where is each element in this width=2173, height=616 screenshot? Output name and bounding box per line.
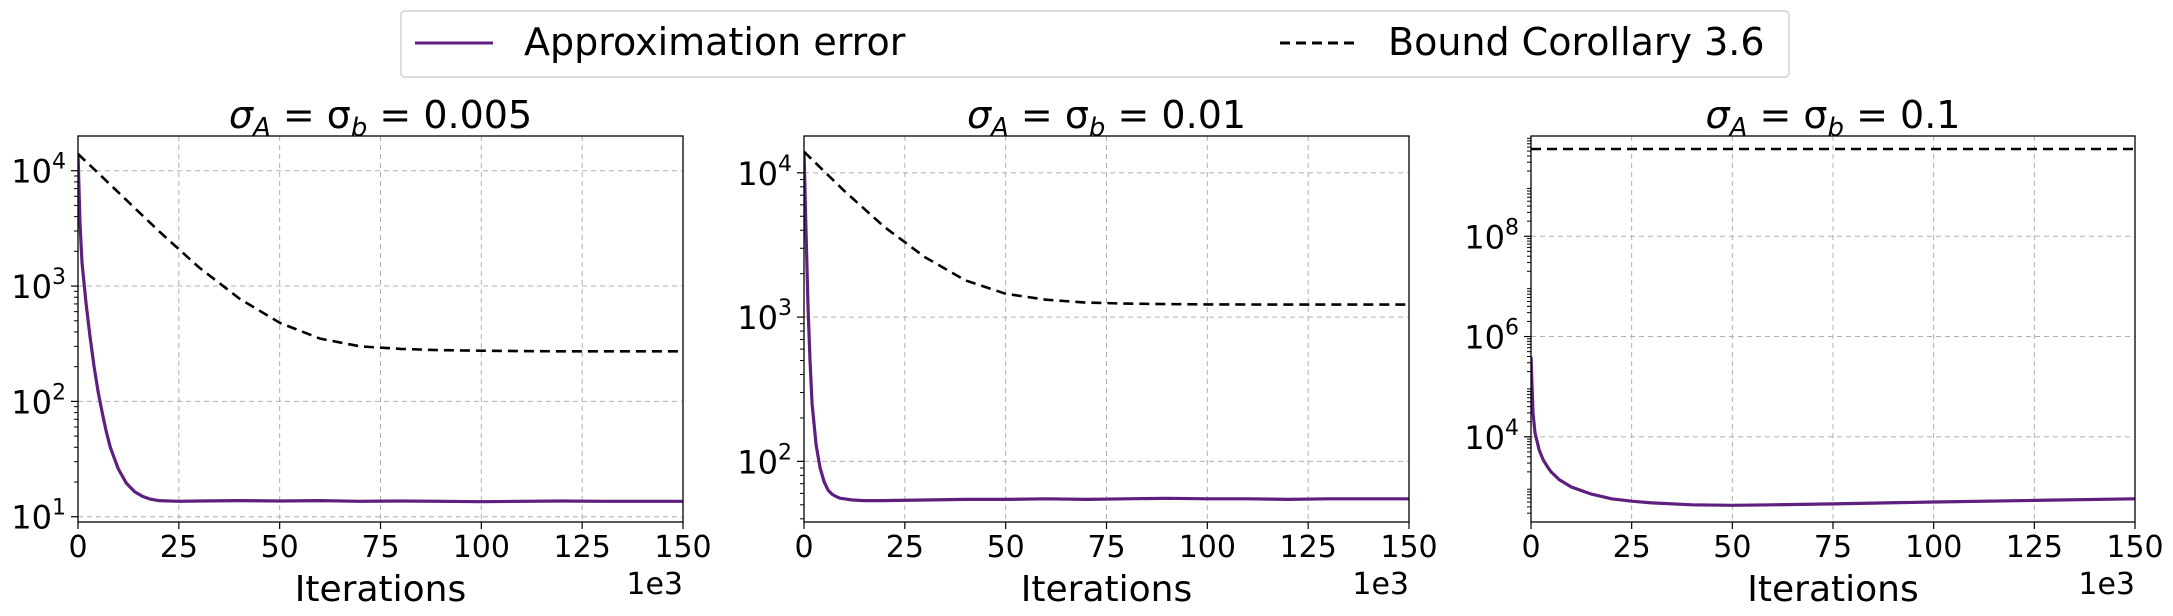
x-axis-label: Iterations (1747, 569, 1918, 610)
x-tick-label: 25 (1613, 530, 1651, 565)
error-line (804, 151, 1409, 503)
y-tick-label: 102 (737, 440, 792, 481)
legend-label-bound: Bound Corollary 3.6 (1388, 20, 1765, 64)
x-tick-label: 125 (554, 530, 611, 565)
x-tick-label: 100 (453, 530, 510, 565)
y-tick-label: 103 (737, 296, 792, 337)
x-tick-label: 125 (1280, 530, 1337, 565)
x-offset-label: 1e3 (626, 567, 683, 602)
legend-label-error: Approximation error (524, 20, 906, 64)
bound-line (804, 150, 1409, 306)
x-tick-label: 25 (160, 530, 198, 565)
x-axis-label: Iterations (1021, 569, 1192, 610)
bound-line (78, 152, 683, 353)
x-tick-label: 0 (794, 530, 813, 565)
x-tick-label: 50 (1713, 530, 1751, 565)
x-tick-label: 25 (886, 530, 924, 565)
panel-3: 0 25 50 75 100 125 150 104 106 108 Iterations 1e3 σA… (1464, 93, 2163, 610)
y-tick-label: 102 (11, 380, 66, 421)
x-axis-label: Iterations (295, 569, 466, 610)
x-tick-label: 50 (261, 530, 299, 565)
error-line (78, 153, 683, 504)
y-tick-label: 103 (11, 265, 66, 306)
x-offset-label: 1e3 (2078, 567, 2135, 602)
error-line (1531, 356, 2135, 507)
x-tick-label: 0 (68, 530, 87, 565)
y-tick-label: 104 (11, 150, 66, 191)
legend-frame (400, 10, 1790, 78)
y-tick-label: 108 (1464, 215, 1519, 256)
panel-title: σA = σb = 0.01 (967, 93, 1246, 143)
panel-title: σA = σb = 0.005 (229, 93, 532, 143)
x-tick-label: 125 (2006, 530, 2063, 565)
panel-title: σA = σb = 0.1 (1706, 93, 1961, 143)
x-tick-label: 75 (361, 530, 399, 565)
x-tick-label: 75 (1814, 530, 1852, 565)
x-tick-label: 50 (987, 530, 1025, 565)
x-tick-label: 75 (1087, 530, 1125, 565)
y-tick-label: 106 (1464, 316, 1519, 357)
y-tick-label: 101 (11, 496, 66, 537)
y-tick-label: 104 (737, 152, 792, 193)
x-offset-label: 1e3 (1352, 567, 1409, 602)
x-tick-label: 150 (1380, 530, 1437, 565)
panel-2: 0 25 50 75 100 125 150 102 103 104 Iterations 1e3 σA… (737, 93, 1437, 610)
x-tick-label: 150 (654, 530, 711, 565)
legend: Approximation error Bound Corollary 3.6 (400, 10, 1790, 78)
panel-1: 0 25 50 75 100 125 150 101 102 103 104 Iterations 1e… (11, 93, 711, 610)
x-tick-label: 100 (1905, 530, 1962, 565)
x-tick-label: 100 (1179, 530, 1236, 565)
x-tick-label: 150 (2106, 530, 2163, 565)
y-tick-label: 104 (1464, 416, 1519, 457)
x-tick-label: 0 (1521, 530, 1540, 565)
